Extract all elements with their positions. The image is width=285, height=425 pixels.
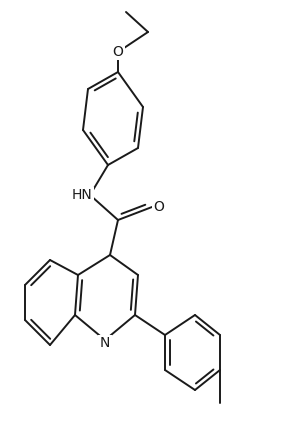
Text: N: N [100, 336, 110, 350]
Text: O: O [113, 45, 123, 59]
Text: HN: HN [72, 188, 92, 202]
Text: O: O [154, 200, 164, 214]
